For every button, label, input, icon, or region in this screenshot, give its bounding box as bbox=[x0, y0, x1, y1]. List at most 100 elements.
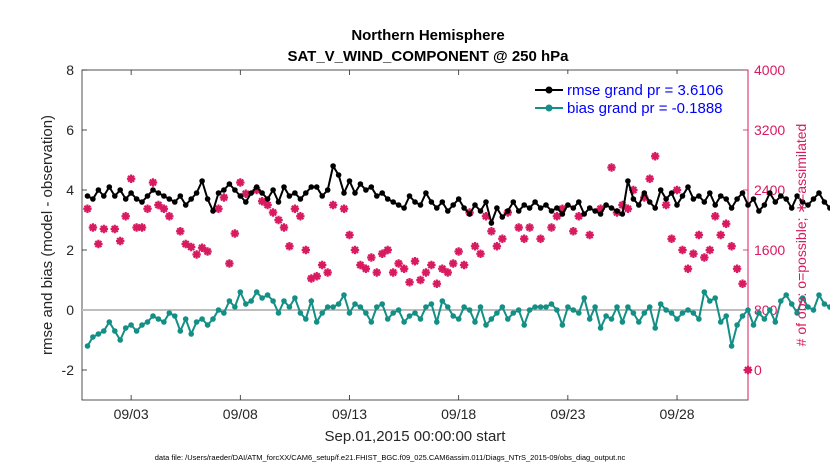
bias-series-point bbox=[346, 310, 353, 316]
rmse-series-point bbox=[161, 193, 167, 199]
bias-series-point bbox=[674, 316, 680, 322]
bias-series-point bbox=[324, 304, 331, 310]
obs-count-marker bbox=[416, 275, 425, 285]
rmse-series-point bbox=[739, 190, 746, 196]
bias-series-point bbox=[450, 313, 457, 319]
obs-count-marker bbox=[536, 234, 545, 243]
chart-title: Northern Hemisphere bbox=[351, 27, 504, 44]
bias-series-point bbox=[423, 304, 429, 310]
rmse-series-point bbox=[384, 196, 391, 202]
bias-series-point bbox=[668, 310, 675, 316]
y2-tick-label: 4000 bbox=[754, 62, 785, 78]
bias-series-point bbox=[756, 310, 762, 316]
obs-count-marker bbox=[661, 200, 671, 210]
obs-count-marker bbox=[356, 260, 365, 270]
bias-series-point bbox=[357, 304, 364, 310]
rmse-series-point bbox=[685, 184, 691, 190]
rmse-series-point bbox=[619, 211, 626, 217]
rmse-series-point bbox=[215, 190, 222, 196]
bias-series-point bbox=[166, 310, 173, 316]
rmse-series-point bbox=[636, 202, 642, 208]
obs-count-marker bbox=[301, 245, 311, 255]
rmse-series-point bbox=[84, 193, 91, 199]
rmse-series-point bbox=[434, 205, 440, 211]
rmse-series-point bbox=[499, 214, 506, 220]
rmse-series-point bbox=[515, 208, 522, 214]
rmse-series-point bbox=[537, 205, 544, 211]
data-file-annotation: data file: /Users/raeder/DAI/ATM_forcXX/… bbox=[155, 453, 626, 462]
legend: rmse grand pr = 3.6106 bias grand pr = -… bbox=[530, 74, 746, 120]
rmse-series-point bbox=[717, 193, 724, 199]
rmse-series-point bbox=[592, 208, 598, 214]
rmse-series-point bbox=[308, 184, 315, 190]
rmse-series-point bbox=[783, 196, 789, 202]
bias-series-point bbox=[237, 289, 244, 295]
rmse-series-point bbox=[646, 199, 653, 205]
rmse-series-point bbox=[510, 199, 517, 205]
rmse-series-point bbox=[472, 202, 478, 208]
bias-series-point bbox=[592, 304, 598, 310]
bias-series-point bbox=[313, 319, 320, 325]
bias-series-point bbox=[374, 304, 380, 310]
rmse-series-point bbox=[188, 196, 194, 202]
rmse-series-point bbox=[614, 208, 620, 214]
bias-series-point bbox=[139, 322, 145, 328]
bias-series-point bbox=[554, 307, 560, 313]
rmse-series-point bbox=[810, 196, 817, 202]
bias-series-point bbox=[625, 304, 631, 310]
rmse-series-point bbox=[679, 193, 686, 199]
rmse-series-point bbox=[445, 208, 451, 214]
bias-series-point bbox=[739, 313, 746, 319]
rmse-series-point bbox=[696, 193, 702, 199]
bias-series-point bbox=[526, 307, 533, 313]
obs-count-marker bbox=[711, 212, 720, 221]
bias-series-point bbox=[570, 307, 577, 313]
legend-rmse-marker bbox=[545, 86, 553, 94]
bias-series-point bbox=[226, 298, 233, 304]
obs-count-marker bbox=[323, 268, 332, 277]
bias-series-point bbox=[488, 316, 495, 322]
bias-series-point bbox=[439, 298, 446, 304]
bias-series-point bbox=[750, 322, 757, 328]
rmse-series-point bbox=[243, 199, 249, 205]
bias-series-point bbox=[221, 310, 227, 316]
bias-series-point bbox=[401, 319, 407, 325]
obs-count-marker bbox=[94, 239, 103, 249]
bias-series-point bbox=[204, 322, 211, 328]
obs-count-marker bbox=[317, 260, 327, 270]
rmse-series-point bbox=[112, 193, 118, 199]
rmse-series-point bbox=[761, 202, 768, 208]
obs-count-marker bbox=[689, 249, 698, 258]
bias-series-point bbox=[477, 304, 484, 310]
bias-series-point bbox=[128, 322, 134, 328]
x-tick-label: 09/13 bbox=[332, 406, 367, 422]
bias-series-point bbox=[248, 298, 254, 304]
rmse-series-point bbox=[772, 199, 779, 205]
bias-series-point bbox=[472, 319, 478, 325]
rmse-series-point bbox=[95, 187, 102, 193]
obs-count-marker bbox=[427, 260, 436, 270]
obs-count-marker bbox=[700, 253, 709, 262]
rmse-series-point bbox=[210, 208, 216, 214]
obs-count-marker bbox=[192, 250, 201, 259]
rmse-series-point bbox=[827, 205, 830, 211]
y-tick-label: 8 bbox=[66, 62, 74, 78]
rmse-series-point bbox=[543, 202, 549, 208]
bias-series-point bbox=[679, 310, 686, 316]
chart-subtitle: SAT_V_WIND_COMPONENT @ 250 hPa bbox=[287, 48, 569, 65]
obs-count-marker bbox=[640, 193, 649, 202]
rmse-series-point bbox=[193, 190, 200, 196]
rmse-series-point bbox=[297, 196, 304, 202]
obs-count-marker bbox=[296, 212, 305, 221]
obs-count-marker bbox=[197, 243, 207, 252]
obs-count-marker bbox=[350, 245, 360, 255]
obs-count-marker bbox=[137, 223, 147, 232]
obs-count-marker bbox=[268, 208, 278, 217]
bias-series-point bbox=[199, 316, 205, 322]
bias-series-point bbox=[275, 310, 282, 316]
rmse-series-point bbox=[565, 202, 571, 208]
obs-count-marker bbox=[116, 236, 125, 246]
rmse-series-point bbox=[526, 205, 533, 211]
obs-count-marker bbox=[88, 223, 98, 232]
rmse-series-point bbox=[570, 205, 577, 211]
